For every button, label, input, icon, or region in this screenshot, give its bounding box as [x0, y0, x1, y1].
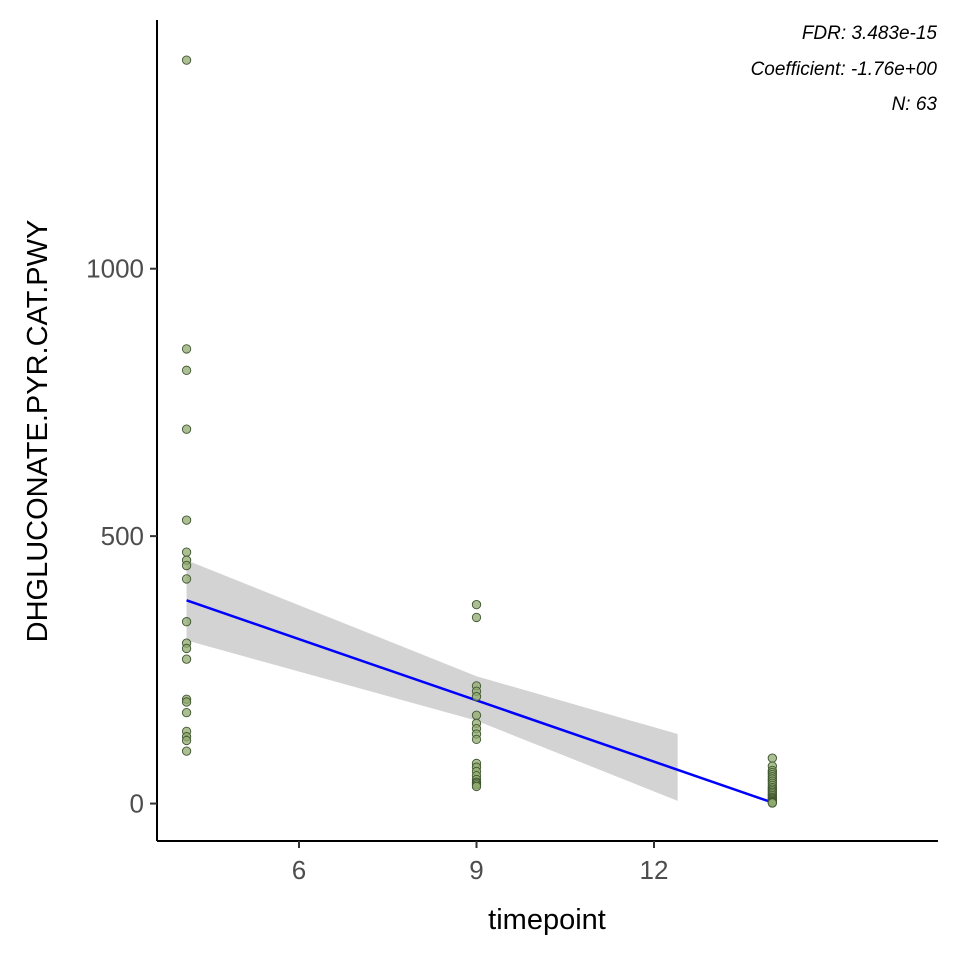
data-point: [181, 735, 192, 746]
x-ticks: 6 9 12: [292, 841, 669, 885]
x-axis-title: timepoint: [488, 904, 606, 936]
fdr-annotation: FDR: 3.483e-15: [802, 23, 938, 44]
data-point: [767, 798, 777, 808]
data-point: [181, 547, 192, 557]
data-point: [471, 599, 482, 610]
data-point: [767, 753, 777, 763]
y-tick-label: 500: [101, 521, 144, 551]
data-point: [181, 424, 192, 434]
data-point: [181, 515, 192, 525]
confidence-band-layer: [186, 560, 678, 801]
data-point: [181, 55, 192, 65]
fit-line: [186, 599, 773, 804]
y-axis-title: DHGLUCONATE.PYR.CAT.PWY: [22, 220, 54, 643]
n-annotation: N: 63: [892, 94, 938, 115]
x-tick-label: 6: [292, 855, 306, 885]
data-point: [181, 643, 192, 654]
data-point: [181, 746, 192, 756]
coefficient-annotation: Coefficient: -1.76e+00: [751, 59, 938, 80]
fit-line-layer: [186, 599, 773, 804]
points-layer: [181, 55, 777, 808]
data-point: [181, 617, 192, 627]
data-point: [181, 707, 192, 718]
confidence-band: [186, 560, 678, 801]
data-point: [181, 365, 192, 375]
data-point: [471, 710, 482, 720]
data-point: [471, 691, 482, 702]
x-tick-label: 12: [640, 855, 669, 885]
data-point: [181, 560, 192, 571]
data-point: [471, 734, 482, 745]
y-tick-label: 1000: [86, 254, 144, 284]
data-point: [471, 781, 482, 792]
data-point: [181, 654, 192, 664]
data-point: [181, 697, 192, 707]
x-tick-label: 9: [469, 855, 483, 885]
data-point: [471, 612, 482, 623]
data-point: [181, 344, 192, 354]
y-tick-label: 0: [130, 789, 144, 819]
y-ticks: 0 500 1000: [86, 254, 157, 819]
data-point: [181, 574, 192, 584]
